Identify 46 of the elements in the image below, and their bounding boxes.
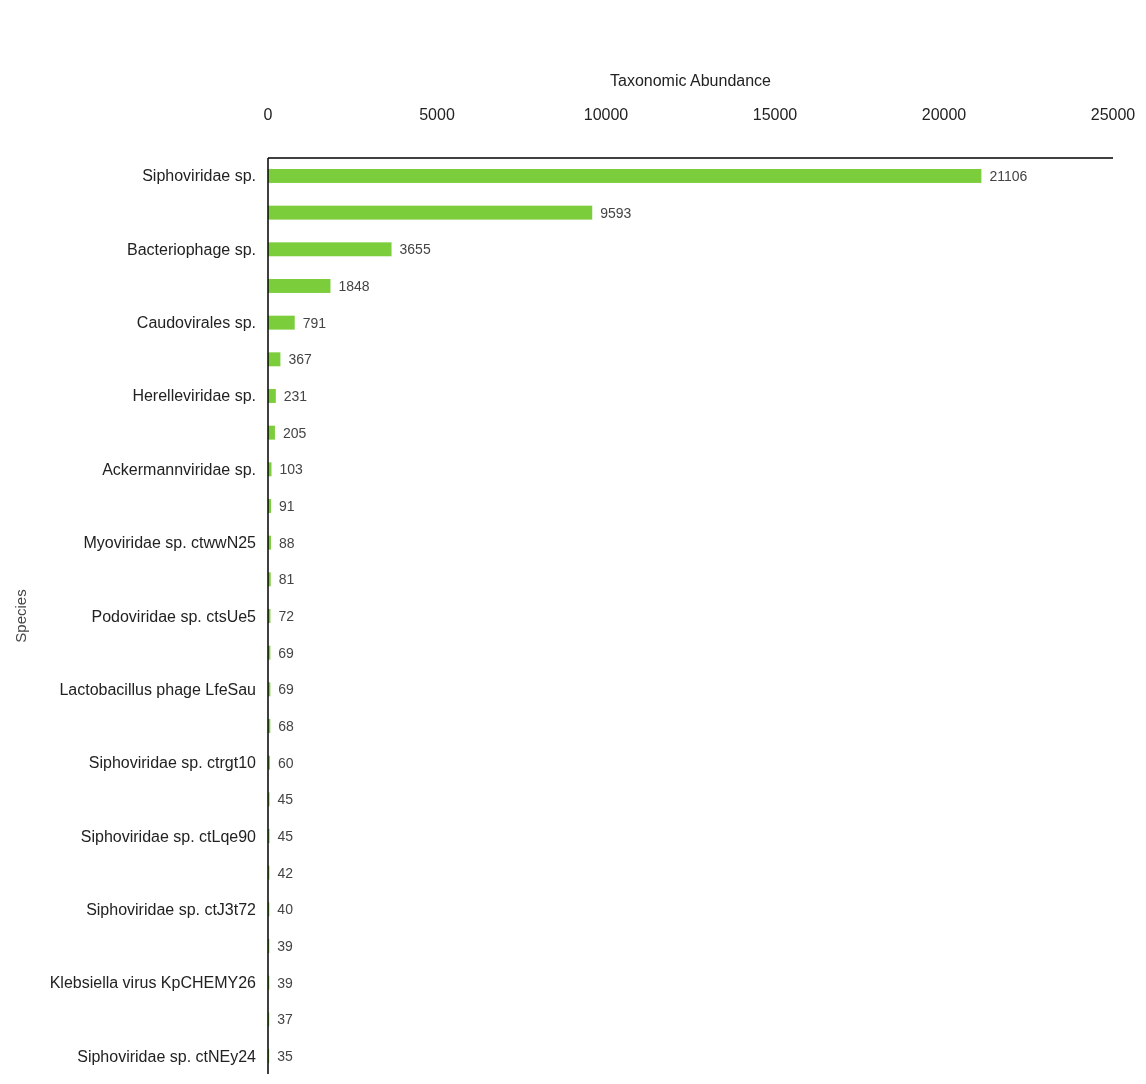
y-tick-label: Klebsiella virus KpCHEMY26	[49, 974, 257, 992]
data-label: 791	[302, 314, 327, 331]
y-tick-label: Myoviridae sp. ctwwN25	[83, 534, 257, 552]
data-label: 68	[278, 718, 295, 735]
y-tick-label: Siphoviridae sp. ctrgt10	[88, 754, 257, 772]
x-tick-label: 25000	[1090, 106, 1136, 123]
data-label: 1848	[338, 277, 370, 294]
data-label: 367	[288, 351, 312, 368]
data-label: 231	[283, 387, 308, 404]
data-label: 60	[278, 754, 294, 771]
data-label: 39	[277, 938, 294, 955]
data-label: 88	[278, 534, 295, 551]
y-tick-label: Caudovirales sp.	[136, 314, 256, 332]
data-label: 45	[277, 791, 294, 808]
data-label: 35	[277, 1048, 293, 1065]
data-label: 69	[278, 644, 295, 661]
data-label: 45	[277, 828, 294, 845]
x-axis-title: Taxonomic Abundance	[610, 72, 772, 89]
data-label: 39	[277, 974, 294, 991]
data-label: 103	[279, 461, 304, 478]
data-label: 91	[279, 497, 295, 514]
data-label: 81	[278, 571, 295, 588]
x-tick-label: 10000	[583, 106, 629, 123]
data-label: 42	[277, 864, 294, 881]
data-label: 205	[282, 424, 307, 441]
data-label: 40	[277, 901, 294, 918]
y-tick-label: Bacteriophage sp.	[127, 240, 256, 258]
data-label: 9593	[600, 204, 632, 221]
y-tick-label: Podoviridae sp. ctsUe5	[91, 607, 257, 625]
y-axis-title: Species	[12, 589, 29, 643]
y-tick-label: Siphoviridae sp.	[142, 167, 256, 185]
x-tick-label: 0	[263, 106, 273, 123]
y-tick-label: Lactobacillus phage LfeSau	[59, 680, 256, 698]
data-label: 21106	[989, 167, 1028, 184]
data-label: 3655	[399, 241, 431, 258]
x-tick-label: 5000	[419, 106, 455, 123]
data-label: 37	[277, 1011, 294, 1028]
y-tick-label: Ackermannviridae sp.	[102, 460, 256, 478]
y-tick-label: Siphoviridae sp. ctJ3t72	[86, 900, 257, 918]
x-tick-label: 20000	[921, 106, 967, 123]
x-tick-label: 15000	[752, 106, 798, 123]
data-label: 69	[278, 681, 295, 698]
y-tick-label: Siphoviridae sp. ctLqe90	[80, 827, 257, 845]
y-tick-label: Herelleviridae sp.	[132, 387, 256, 405]
y-tick-label: Siphoviridae sp. ctNEy24	[77, 1047, 257, 1065]
data-label: 72	[278, 608, 295, 624]
